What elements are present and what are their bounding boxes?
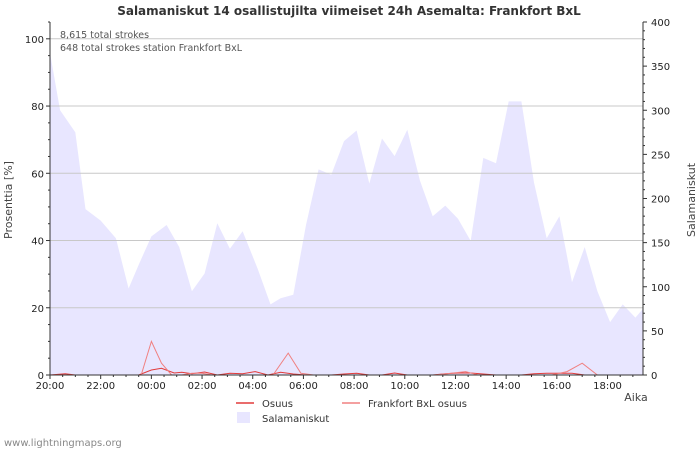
legend-label-osuus: Osuus — [262, 399, 293, 410]
x-tick-label: 14:00 — [492, 381, 521, 392]
legend: Osuus Frankfort BxL osuus Salamaniskut — [236, 399, 467, 425]
legend-label-salamaniskut: Salamaniskut — [262, 414, 329, 425]
x-axis-label: Aika — [624, 391, 648, 404]
line-series-frankfort-bxl-osuus — [50, 340, 643, 376]
axis-layer: 0 20 40 60 80 100 0 50 100 150 200 250 300 350 400 20:0… — [25, 18, 670, 392]
area-series-layer — [50, 52, 643, 376]
y-left-tick-label: 80 — [31, 102, 44, 113]
x-tick-label: 02:00 — [188, 381, 217, 392]
y-axis-left-label: Prosenttia [%] — [2, 161, 15, 239]
y-right-tick-label: 150 — [651, 239, 670, 250]
y-right-tick-label: 400 — [651, 18, 670, 29]
y-left-tick-label: 0 — [38, 371, 44, 382]
x-tick-label: 22:00 — [86, 381, 115, 392]
line-series-osuus — [49, 367, 643, 376]
x-tick-label: 10:00 — [390, 381, 419, 392]
y-left-tick-label: 60 — [31, 169, 44, 180]
x-tick-label: 20:00 — [36, 381, 65, 392]
y-right-tick-label: 350 — [651, 62, 670, 73]
y-left-tick-label: 100 — [25, 35, 44, 46]
grid-layer — [50, 38, 643, 309]
x-tick-label: 12:00 — [441, 381, 470, 392]
annotation-station-strokes: 648 total strokes station Frankfort BxL — [60, 43, 243, 54]
y-left-tick-label: 20 — [31, 304, 44, 315]
y-right-tick-label: 0 — [651, 371, 657, 382]
y-axis-right-label: Salamaniskut — [685, 162, 698, 237]
x-tick-label: 04:00 — [238, 381, 267, 392]
x-tick-label: 18:00 — [593, 381, 622, 392]
legend-swatch-salamaniskut — [237, 412, 250, 423]
y-left-tick-label: 40 — [31, 237, 44, 248]
y-right-tick-label: 250 — [651, 150, 670, 161]
legend-label-frankfort-osuus: Frankfort BxL osuus — [368, 399, 467, 410]
annotation-total-strokes: 8,615 total strokes — [60, 30, 149, 41]
y-right-tick-label: 100 — [651, 283, 670, 294]
x-tick-label: 06:00 — [289, 381, 318, 392]
y-right-tick-label: 300 — [651, 106, 670, 117]
line-series-layer — [49, 340, 643, 376]
y-right-tick-label: 50 — [651, 327, 664, 338]
x-tick-label: 08:00 — [340, 381, 369, 392]
y-right-tick-label: 200 — [651, 195, 670, 206]
x-tick-label: 00:00 — [137, 381, 166, 392]
x-tick-label: 16:00 — [542, 381, 571, 392]
credit-text: www.lightningmaps.org — [4, 438, 122, 449]
chart-title: Salamaniskut 14 osallistujilta viimeiset… — [117, 4, 581, 18]
area-series-salamaniskut — [50, 52, 643, 376]
